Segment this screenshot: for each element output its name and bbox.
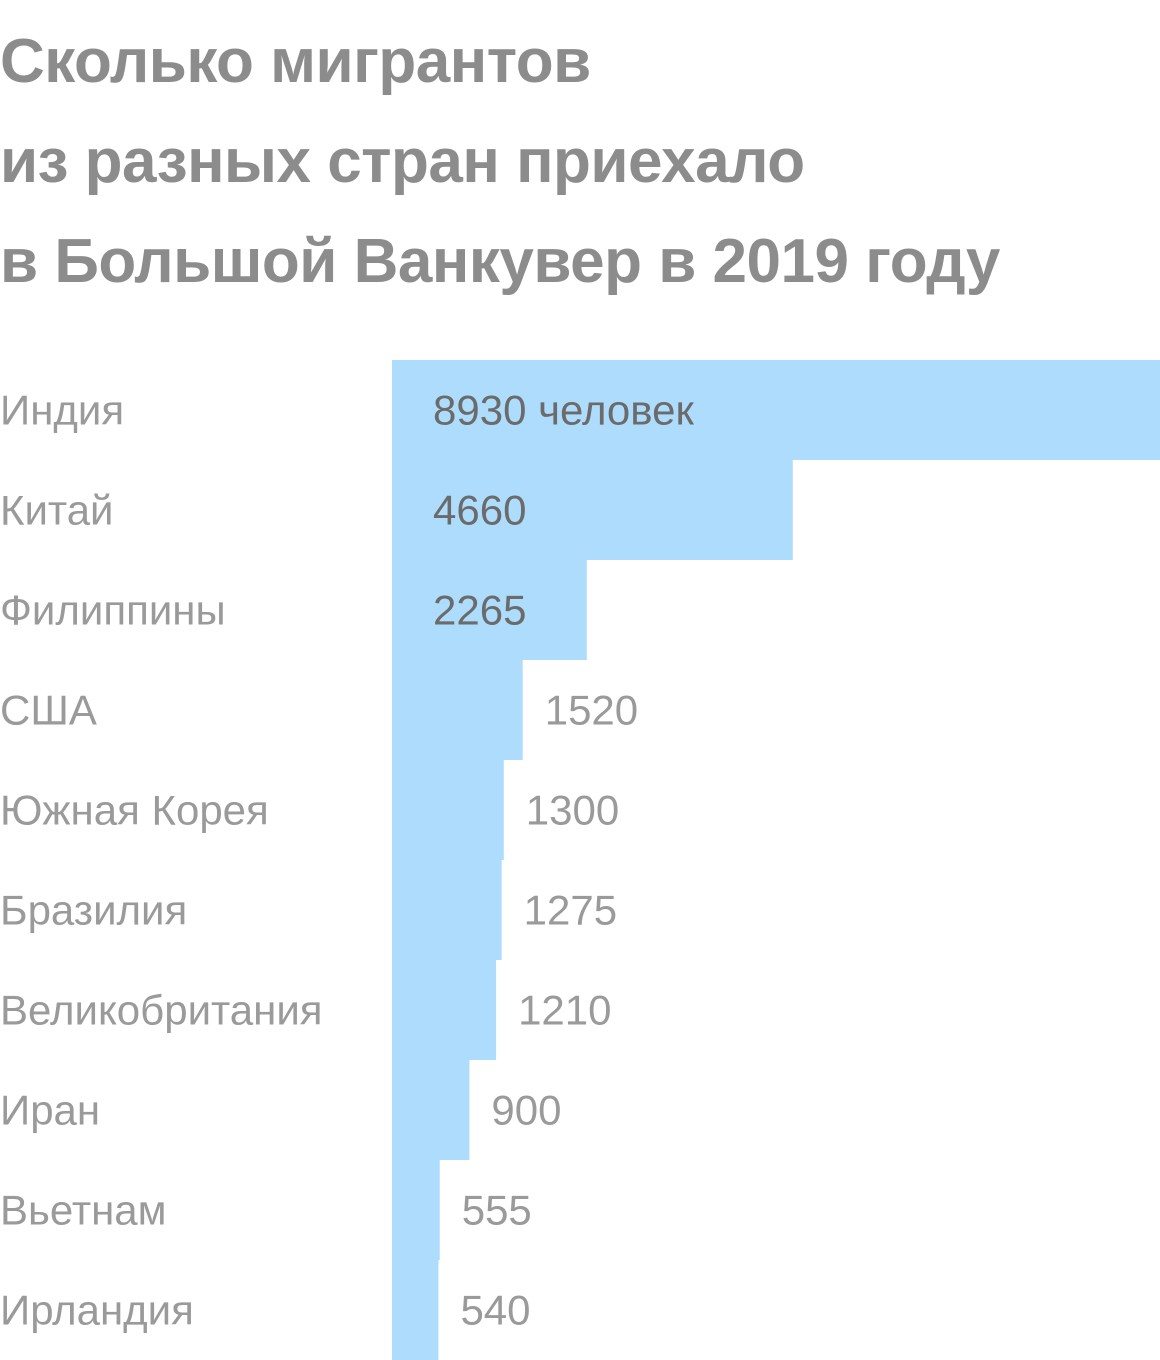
value-label-6: 1210: [518, 987, 611, 1034]
bar-1: [392, 460, 793, 560]
value-label-1: 4660: [433, 487, 526, 534]
bar-7: [392, 1060, 470, 1160]
category-label-9: Ирландия: [0, 1287, 194, 1334]
chart-title-line-1: Сколько мигрантов: [0, 27, 591, 96]
category-label-5: Бразилия: [0, 887, 187, 934]
value-label-9: 540: [460, 1287, 530, 1334]
bar-4: [392, 760, 504, 860]
value-label-5: 1275: [524, 887, 617, 934]
value-label-7: 900: [491, 1087, 561, 1134]
category-label-4: Южная Корея: [0, 787, 269, 834]
category-label-8: Вьетнам: [0, 1187, 167, 1234]
category-label-0: Индия: [0, 387, 124, 434]
category-label-3: США: [0, 687, 97, 734]
value-label-8: 555: [462, 1187, 532, 1234]
value-label-2: 2265: [433, 587, 526, 634]
bar-8: [392, 1160, 440, 1260]
category-label-1: Китай: [0, 487, 114, 534]
bar-chart: Индия 8930 человек Китай 4660 Филиппины 2265 С…: [0, 360, 1160, 1360]
chart-title: Сколько мигрантов из разных стран приеха…: [0, 12, 1150, 312]
bar-5: [392, 860, 502, 960]
bar-0: [392, 360, 1160, 460]
chart-title-line-3: в Большой Ванкувер в 2019 году: [0, 227, 1000, 296]
bar-6: [392, 960, 497, 1060]
category-label-7: Иран: [0, 1087, 100, 1134]
value-label-4: 1300: [526, 787, 619, 834]
value-label-3: 1520: [545, 687, 638, 734]
bar-3: [392, 660, 523, 760]
value-label-0: 8930 человек: [433, 387, 694, 434]
bar-2: [392, 560, 587, 660]
category-label-6: Великобритания: [0, 987, 323, 1034]
category-label-2: Филиппины: [0, 587, 226, 634]
bar-9: [392, 1260, 439, 1360]
chart-title-line-2: из разных стран приехало: [0, 127, 805, 196]
